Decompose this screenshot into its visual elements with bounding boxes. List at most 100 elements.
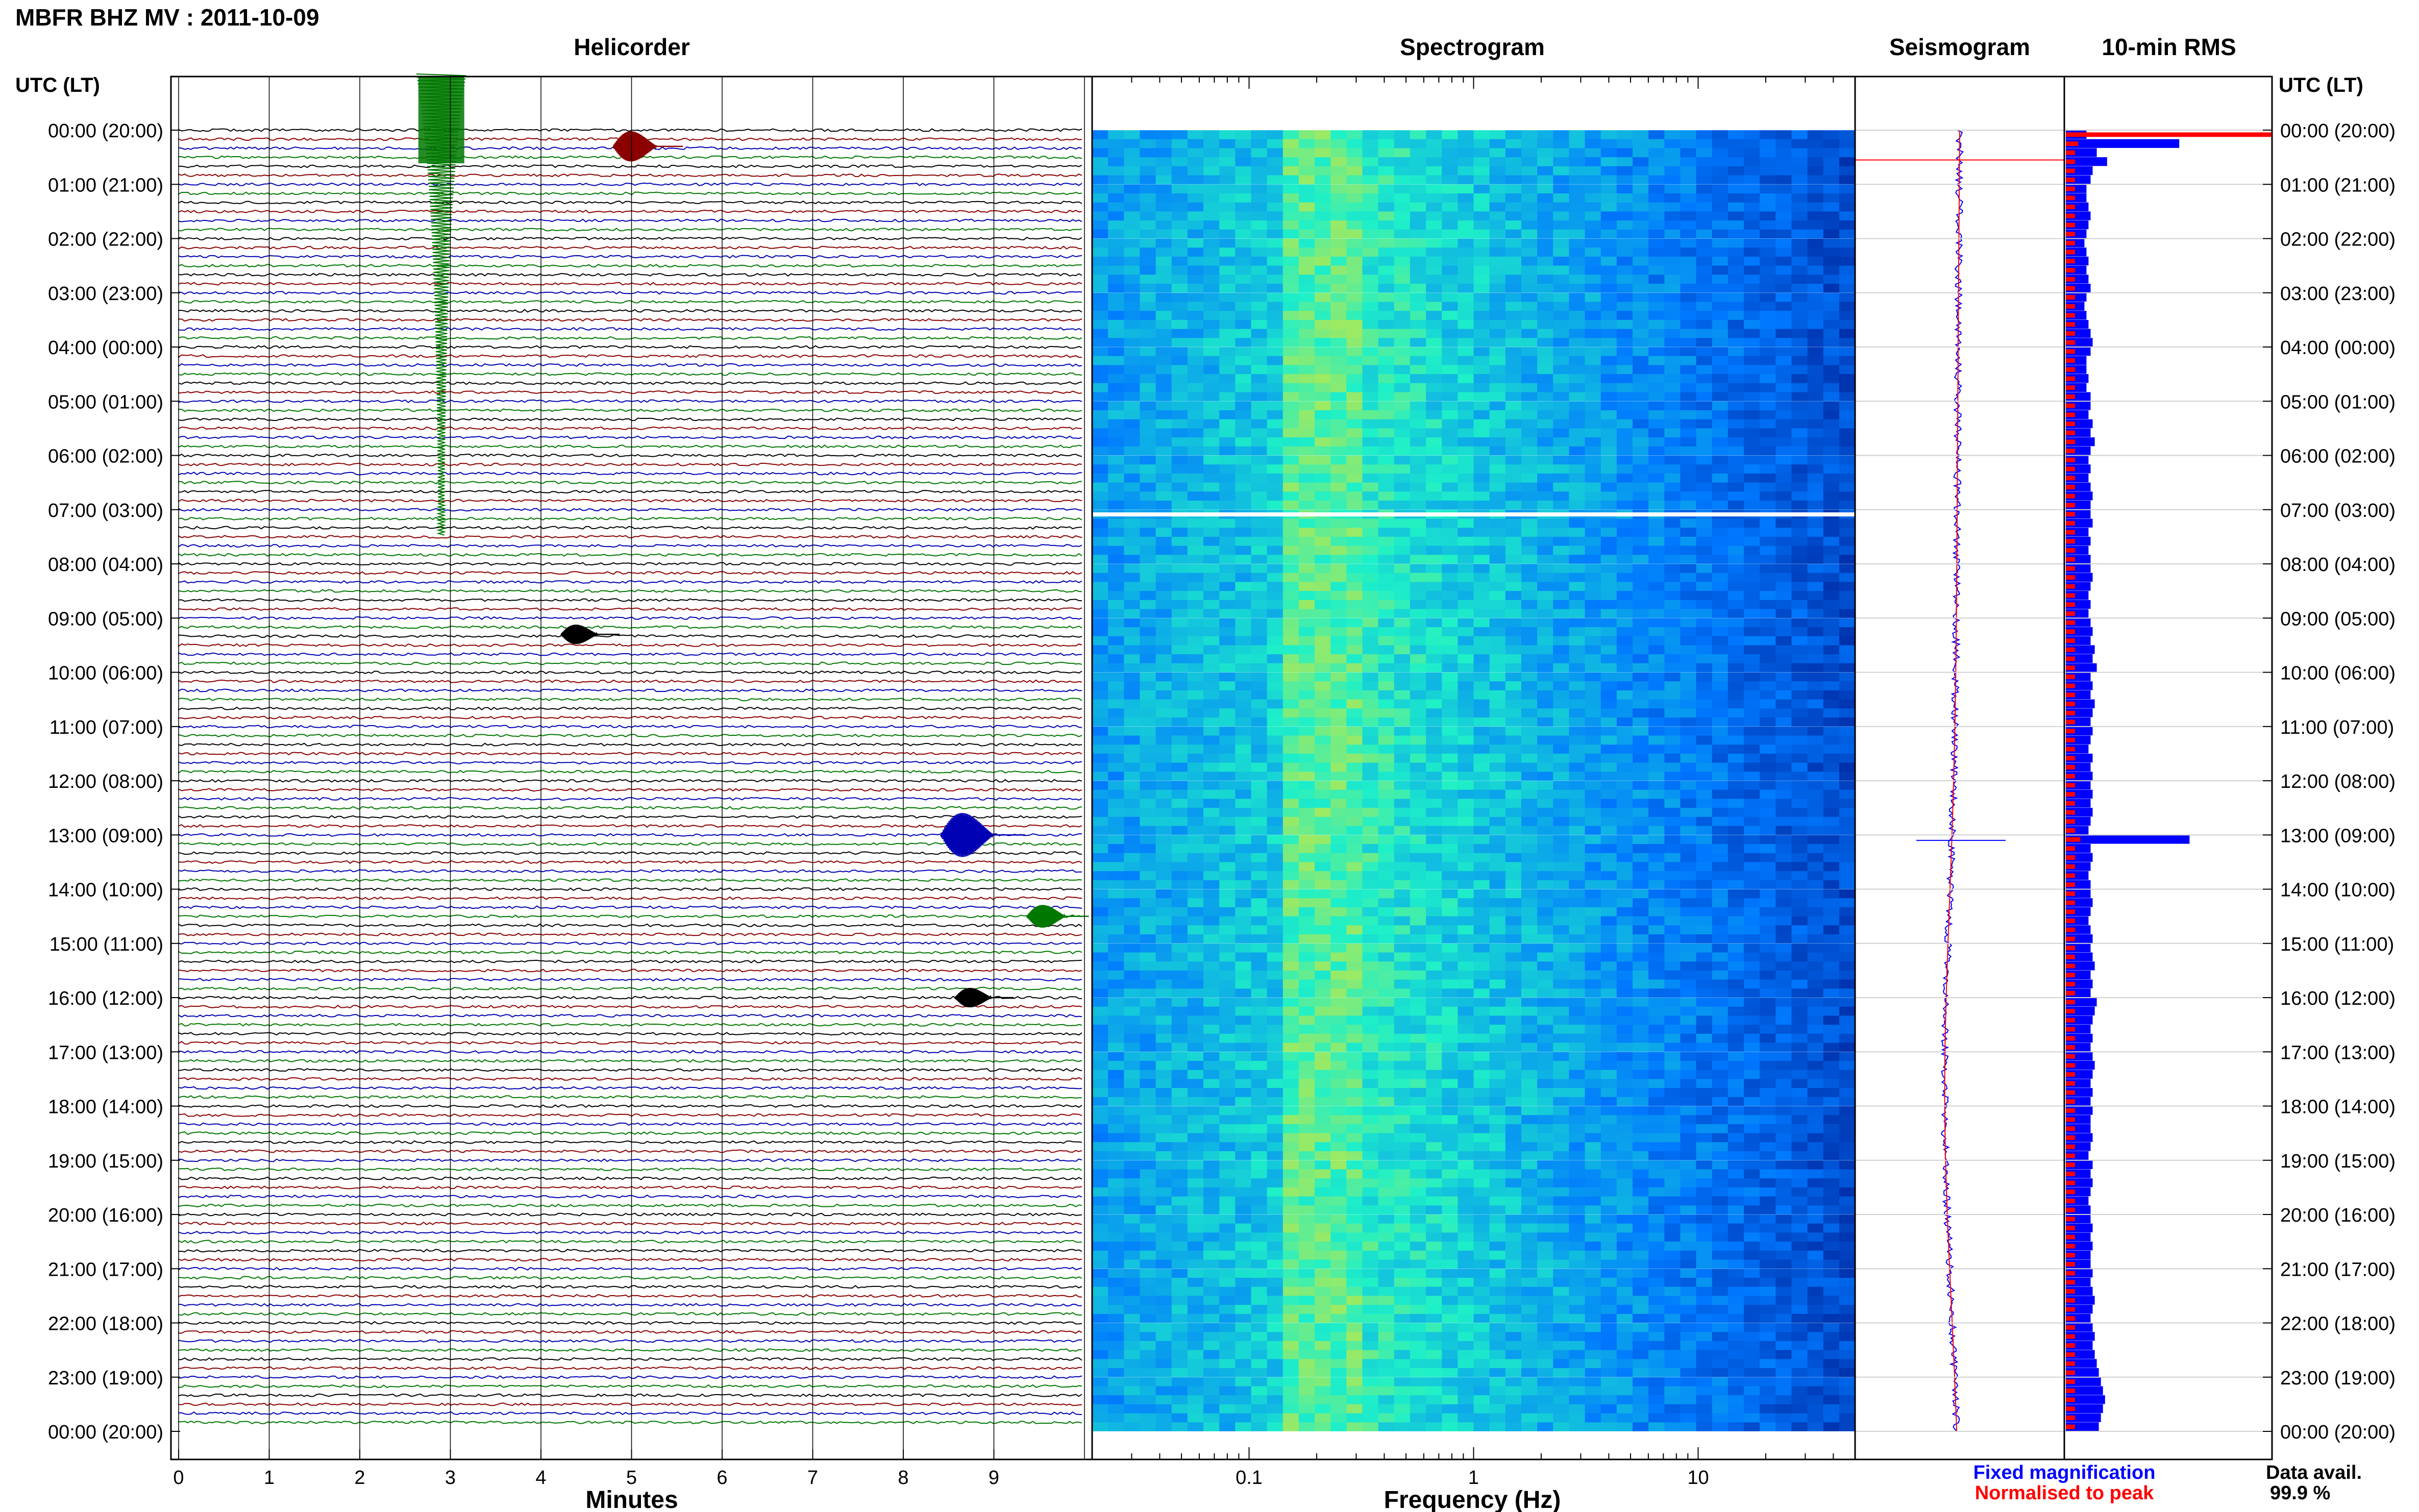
spectrogram-cell: [1378, 220, 1395, 230]
spectrogram-cell: [1187, 392, 1204, 402]
spectrogram-cell: [1362, 573, 1379, 582]
spectrogram-cell: [1187, 799, 1204, 808]
spectrogram-cell: [1140, 591, 1156, 601]
spectrogram-cell: [1569, 627, 1586, 637]
spectrogram-cell: [1124, 988, 1140, 998]
spectrogram-cell: [1140, 645, 1156, 655]
spectrogram-cell: [1727, 889, 1744, 899]
spectrogram-cell: [1092, 383, 1108, 393]
spectrogram-cell: [1187, 871, 1204, 881]
spectrogram-cell: [1362, 546, 1379, 555]
spectrogram-cell: [1727, 528, 1744, 537]
spectrogram-cell: [1155, 808, 1172, 817]
spectrogram-cell: [1426, 573, 1442, 582]
spectrogram-cell: [1187, 284, 1204, 293]
spectrogram-cell: [1410, 826, 1426, 835]
spectrogram-cell: [1744, 482, 1760, 492]
spectrogram-cell: [1696, 501, 1713, 510]
spectrogram-cell: [1346, 762, 1363, 772]
spectrogram-cell: [1521, 745, 1538, 754]
spectrogram-cell: [1187, 536, 1204, 547]
spectrogram-cell: [1442, 139, 1458, 148]
spectrogram-cell: [1282, 157, 1299, 167]
spectrogram-cell: [1378, 952, 1395, 962]
spectrogram-cell: [1791, 772, 1808, 781]
spectrogram-cell: [1473, 600, 1490, 610]
spectrogram-cell: [1251, 347, 1268, 357]
spectrogram-cell: [1744, 265, 1760, 275]
spectrogram-cell: [1823, 1025, 1840, 1034]
spectrogram-cell: [1394, 726, 1411, 736]
spectrogram-cell: [1744, 211, 1760, 221]
spectrogram-cell: [1585, 419, 1601, 429]
spectrogram-cell: [1569, 916, 1586, 926]
spectrogram-cell: [1362, 988, 1379, 998]
spectrogram-cell: [1537, 229, 1553, 239]
spectrogram-cell: [1140, 907, 1156, 917]
spectrogram-cell: [1124, 708, 1140, 718]
spectrogram-cell: [1251, 726, 1268, 736]
spectrogram-cell: [1791, 573, 1808, 582]
spectrogram-cell: [1585, 383, 1601, 393]
spectrogram-cell: [1171, 130, 1188, 140]
spectrogram-cell: [1426, 672, 1442, 682]
spectrogram-cell: [1219, 799, 1236, 808]
spectrogram-cell: [1791, 853, 1808, 862]
spectrogram-cell: [1680, 1025, 1697, 1034]
spectrogram-cell: [1727, 329, 1744, 338]
spectrogram-cell: [1727, 862, 1744, 872]
spectrogram-cell: [1330, 536, 1347, 547]
spectrogram-cell: [1489, 311, 1506, 320]
spectrogram-cell: [1680, 952, 1697, 962]
spectrogram-cell: [1537, 618, 1553, 628]
spectrogram-cell: [1489, 690, 1506, 700]
spectrogram-cell: [1171, 726, 1188, 736]
spectrogram-cell: [1092, 1043, 1108, 1052]
spectrogram-cell: [1600, 961, 1617, 971]
spectrogram-cell: [1648, 311, 1665, 320]
spectrogram-cell: [1727, 816, 1744, 827]
spectrogram-cell: [1521, 862, 1538, 872]
spectrogram-cell: [1394, 437, 1411, 447]
spectrogram-cell: [1712, 211, 1729, 221]
spectrogram-cell: [1775, 229, 1792, 239]
spectrogram-cell: [1473, 383, 1490, 393]
spectrogram-cell: [1410, 998, 1426, 1007]
spectrogram-cell: [1235, 292, 1251, 303]
spectrogram-cell: [1839, 636, 1856, 646]
spectrogram-cell: [1108, 871, 1124, 881]
spectrogram-cell: [1537, 789, 1553, 799]
spectrogram-cell: [1346, 284, 1363, 293]
spectrogram-cell: [1537, 211, 1553, 221]
spectrogram-cell: [1585, 473, 1601, 483]
spectrogram-cell: [1155, 383, 1172, 393]
spectrogram-cell: [1108, 582, 1124, 591]
spectrogram-cell: [1760, 781, 1776, 790]
spectrogram-cell: [1839, 464, 1856, 474]
spectrogram-cell: [1235, 880, 1251, 890]
spectrogram-cell: [1537, 383, 1553, 393]
spectrogram-cell: [1346, 952, 1363, 962]
spectrogram-cell: [1839, 772, 1856, 781]
spectrogram-cell: [1600, 645, 1617, 655]
spectrogram-cell: [1092, 410, 1108, 420]
spectrogram-cell: [1473, 311, 1490, 320]
spectrogram-cell: [1807, 745, 1824, 754]
spectrogram-cell: [1298, 473, 1315, 483]
spectrogram-cell: [1362, 130, 1379, 140]
spectrogram-cell: [1298, 555, 1315, 564]
spectrogram-cell: [1378, 311, 1395, 320]
spectrogram-cell: [1585, 934, 1601, 944]
spectrogram-cell: [1219, 564, 1236, 574]
spectrogram-cell: [1171, 916, 1188, 926]
spectrogram-cell: [1346, 699, 1363, 709]
spectrogram-cell: [1760, 157, 1776, 167]
spectrogram-cell: [1267, 356, 1283, 365]
spectrogram-cell: [1378, 816, 1395, 827]
spectrogram-cell: [1712, 952, 1729, 962]
spectrogram-cell: [1505, 907, 1522, 917]
spectrogram-cell: [1521, 564, 1538, 574]
spectrogram-cell: [1473, 193, 1490, 203]
spectrogram-cell: [1124, 853, 1140, 862]
spectrogram-cell: [1569, 292, 1586, 303]
